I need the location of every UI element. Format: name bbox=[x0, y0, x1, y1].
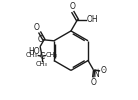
Text: CH₃: CH₃ bbox=[26, 52, 38, 58]
Text: CH₃: CH₃ bbox=[36, 61, 48, 67]
Text: +: + bbox=[95, 68, 99, 73]
Text: O: O bbox=[91, 78, 97, 87]
Text: O: O bbox=[34, 23, 39, 32]
Text: N: N bbox=[93, 70, 99, 79]
Text: C: C bbox=[38, 35, 43, 44]
Text: -: - bbox=[103, 67, 105, 72]
Text: O: O bbox=[70, 2, 76, 11]
Text: O: O bbox=[100, 66, 106, 75]
Text: OH: OH bbox=[87, 15, 98, 24]
Text: CH₃: CH₃ bbox=[46, 52, 58, 58]
Text: C: C bbox=[39, 52, 44, 61]
Text: HO: HO bbox=[28, 46, 40, 56]
